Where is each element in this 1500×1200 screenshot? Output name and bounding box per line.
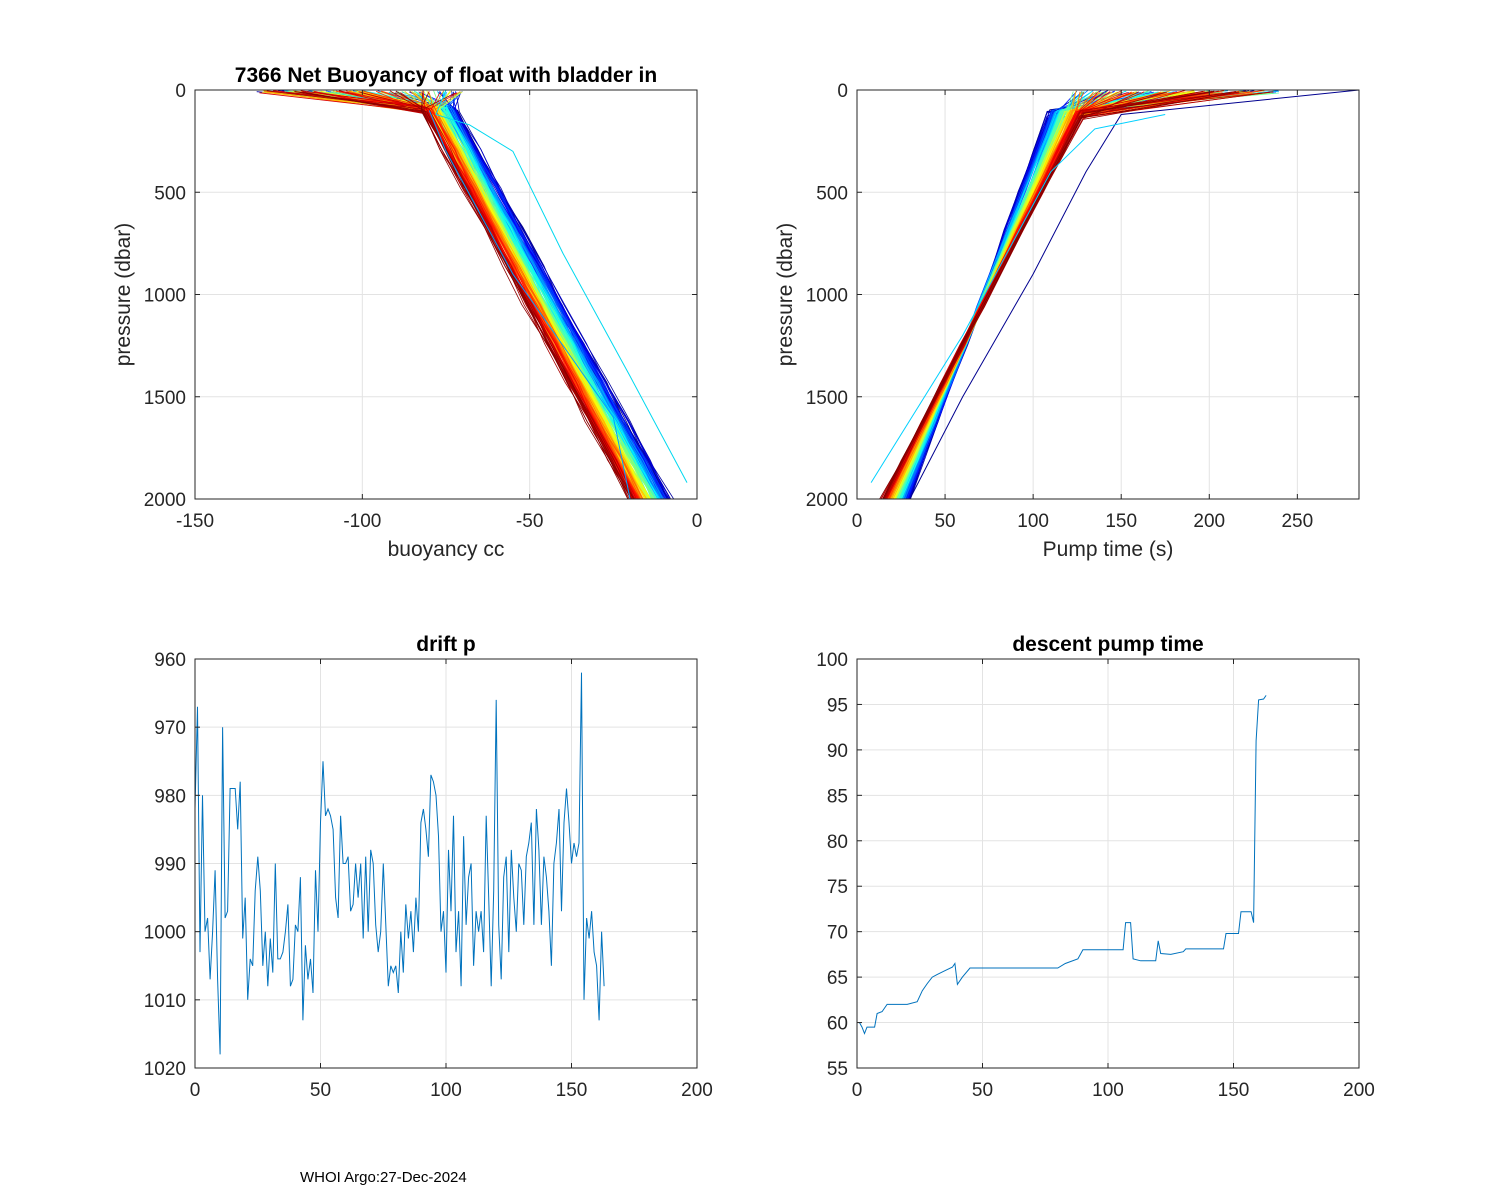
data-layer: [859, 695, 1267, 1035]
drift-pressure-chart: 0 50 100 150 200 960 970 980 990 1000 1010 1020 drif…: [144, 633, 713, 1101]
profile-line: [442, 91, 653, 499]
y-tick-label: 970: [154, 718, 186, 739]
chart-title: descent pump time: [1012, 633, 1203, 656]
y-tick-label: 1000: [144, 923, 186, 944]
x-tick-label: 100: [430, 1080, 462, 1101]
dark-blue-group-line: [909, 90, 1359, 499]
x-tick-label: 150: [556, 1080, 588, 1101]
pump-time-chart: 0 50 100 150 200 250 0 500 1000 1500 2000 Pump time…: [774, 81, 1360, 561]
x-tick-label: 200: [681, 1080, 713, 1101]
y-tick-label: 1000: [806, 286, 848, 307]
profile-line: [882, 91, 1237, 499]
y-tick-label: 90: [827, 741, 848, 762]
x-tick-label: 50: [310, 1080, 331, 1101]
series-line: [195, 672, 605, 1055]
x-tick-label: -50: [516, 511, 543, 532]
y-tick-label: 990: [154, 855, 186, 876]
data-layer: [195, 672, 605, 1055]
data-layer: [870, 90, 1359, 499]
y-tick-label: 60: [827, 1014, 848, 1035]
y-tick-label: 1500: [144, 388, 186, 409]
x-tick-label: 150: [1105, 511, 1137, 532]
y-tick-label: 0: [837, 81, 848, 102]
x-tick-label: -100: [343, 511, 381, 532]
profile-line: [414, 92, 648, 499]
profile-line: [358, 91, 639, 499]
profile-line: [415, 91, 656, 499]
profile-line: [420, 90, 630, 499]
y-tick-label: 2000: [806, 490, 848, 511]
x-axis-label: buoyancy cc: [388, 538, 505, 561]
chart-title: drift p: [416, 633, 475, 656]
x-tick-label: 0: [190, 1080, 201, 1101]
profile-line: [879, 90, 1215, 499]
buoyancy-chart: -150 -100 -50 0 0 500 1000 1500 2000 7366 Net Buo…: [112, 64, 702, 561]
y-tick-label: 75: [827, 877, 848, 898]
profile-line: [395, 90, 629, 499]
y-axis-label: pressure (dbar): [112, 223, 135, 367]
x-tick-label: -150: [176, 511, 214, 532]
x-tick-label: 200: [1343, 1080, 1375, 1101]
descent-pump-time-chart: 0 50 100 150 200 55 60 65 70 75 80 85 90 95 100 descent…: [816, 633, 1375, 1101]
y-tick-label: 85: [827, 786, 848, 807]
y-tick-label: 980: [154, 786, 186, 807]
y-tick-label: 100: [816, 650, 848, 671]
profile-line: [280, 92, 649, 499]
y-axis-label: pressure (dbar): [774, 223, 797, 367]
y-tick-label: 500: [816, 183, 848, 204]
data-layer: [256, 90, 688, 499]
y-tick-label: 0: [175, 81, 186, 102]
x-tick-label: 0: [692, 511, 703, 532]
x-axis-label: Pump time (s): [1043, 538, 1174, 561]
y-tick-label: 70: [827, 923, 848, 944]
cyan-outlier-line: [435, 90, 688, 483]
footer-stamp: WHOI Argo:27-Dec-2024: [300, 1169, 467, 1186]
chart-title: 7366 Net Buoyancy of float with bladder …: [235, 64, 657, 87]
profile-line: [883, 92, 1233, 499]
x-tick-label: 0: [852, 1080, 863, 1101]
y-tick-label: 960: [154, 650, 186, 671]
profile-line: [295, 91, 635, 499]
x-tick-label: 250: [1281, 511, 1313, 532]
x-tick-label: 150: [1218, 1080, 1250, 1101]
x-tick-label: 50: [972, 1080, 993, 1101]
x-tick-label: 100: [1017, 511, 1049, 532]
x-tick-label: 200: [1193, 511, 1225, 532]
y-tick-label: 65: [827, 968, 848, 989]
y-tick-label: 1010: [144, 991, 186, 1012]
blue-outlier-line: [428, 110, 631, 499]
y-tick-label: 500: [154, 183, 186, 204]
series-line: [859, 695, 1267, 1035]
y-tick-label: 2000: [144, 490, 186, 511]
y-tick-label: 80: [827, 832, 848, 853]
y-tick-label: 1500: [806, 388, 848, 409]
profile-line: [358, 91, 671, 499]
x-tick-label: 100: [1092, 1080, 1124, 1101]
y-tick-label: 1020: [144, 1059, 186, 1080]
y-tick-label: 1000: [144, 286, 186, 307]
y-tick-label: 95: [827, 695, 848, 716]
cyan-outlier-line: [870, 114, 1166, 483]
y-tick-label: 55: [827, 1059, 848, 1080]
x-tick-label: 50: [934, 511, 955, 532]
x-tick-label: 0: [852, 511, 863, 532]
